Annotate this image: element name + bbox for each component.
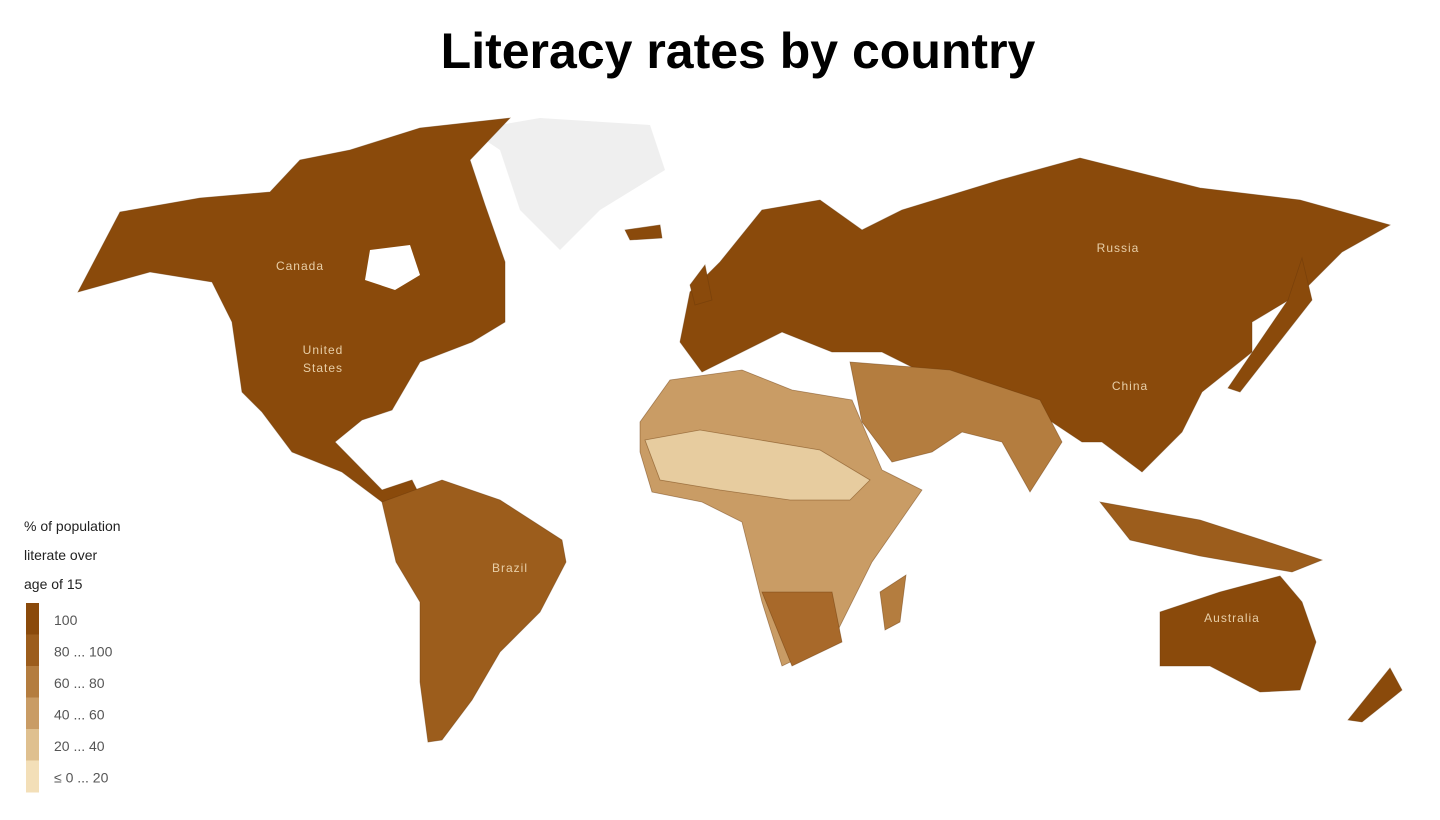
legend-label: 60 ... 80 <box>54 675 105 691</box>
country-label: United <box>303 343 344 357</box>
japan <box>1227 256 1313 393</box>
country-label: Russia <box>1097 241 1140 255</box>
legend-title: age of 15 <box>24 576 83 592</box>
map-title: Literacy rates by country <box>441 23 1036 79</box>
iceland <box>624 224 663 241</box>
legend-label: ≤ 0 ... 20 <box>54 770 109 786</box>
country-label: States <box>303 361 343 375</box>
world-map <box>77 117 1403 743</box>
sahel <box>644 429 871 501</box>
greenland <box>470 118 665 250</box>
country-label: Brazil <box>492 561 528 575</box>
legend-label: 40 ... 60 <box>54 707 105 723</box>
hudson-bay <box>365 245 420 290</box>
new-zealand <box>1347 667 1403 723</box>
legend-title: literate over <box>24 547 97 563</box>
legend-swatch <box>26 697 39 730</box>
country-label: Canada <box>276 259 324 273</box>
legend-label: 100 <box>54 612 78 628</box>
country-label: China <box>1112 379 1148 393</box>
legend-swatch <box>26 729 39 761</box>
southern-africa <box>761 591 843 667</box>
north-america <box>77 117 512 503</box>
legend-swatch <box>26 634 39 667</box>
legend-swatch <box>26 666 39 698</box>
legend-label: 20 ... 40 <box>54 738 105 754</box>
legend-label: 80 ... 100 <box>54 644 113 660</box>
country-labels: Canada United States Brazil Russia China Austr… <box>276 241 1260 625</box>
south-america <box>381 479 567 743</box>
legend: % of population literate over age of 15 100… <box>24 518 121 793</box>
legend-swatch <box>26 760 39 793</box>
eurasia <box>679 157 1392 473</box>
legend-title: % of population <box>24 518 121 534</box>
middle-east-south-asia <box>849 361 1063 493</box>
legend-swatch <box>26 603 39 635</box>
uk <box>689 264 713 306</box>
southeast-asia-islands <box>1099 501 1324 573</box>
australia <box>1159 575 1317 693</box>
madagascar <box>879 574 907 631</box>
country-label: Australia <box>1204 611 1260 625</box>
